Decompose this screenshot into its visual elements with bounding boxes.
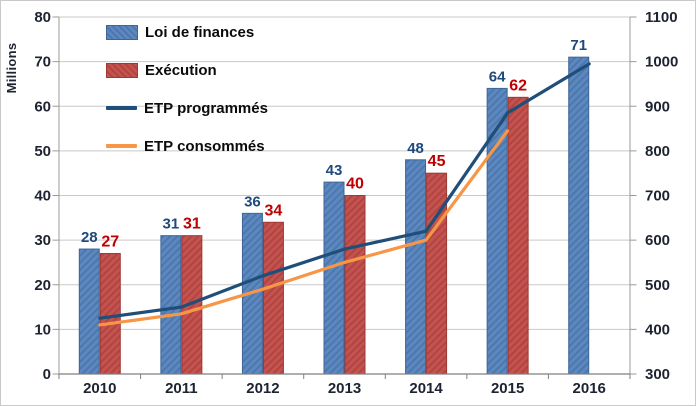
bar-label-loi-de-finances-2016: 71 — [570, 37, 587, 54]
bar-label-loi-de-finances-2013: 43 — [326, 162, 343, 179]
left-axis-label-30: 30 — [34, 232, 51, 249]
bar-label-execution-2015: 62 — [509, 77, 527, 94]
right-axis-label-300: 300 — [645, 366, 670, 383]
x-axis-label-2015: 2015 — [491, 380, 524, 397]
left-axis-label-50: 50 — [34, 143, 51, 160]
legend-swatch-etp-consommes — [106, 144, 137, 148]
legend-item-execution: Exécution — [106, 60, 268, 80]
legend: Loi de finances Exécution ETP programmés… — [106, 22, 268, 174]
bar-label-loi-de-finances-2015: 64 — [489, 68, 506, 85]
legend-label: ETP programmés — [144, 99, 268, 117]
bar-loi-de-finances-2015 — [486, 87, 508, 375]
left-axis-label-70: 70 — [34, 54, 51, 71]
left-axis-title: Millions — [4, 42, 19, 94]
x-axis-label-2011: 2011 — [165, 380, 198, 397]
right-axis-label-700: 700 — [645, 188, 670, 205]
left-axis-label-40: 40 — [34, 188, 51, 205]
bar-execution-2015 — [507, 96, 529, 375]
bar-loi-de-finances-2013 — [323, 181, 345, 375]
left-axis-label-10: 10 — [34, 321, 51, 338]
x-axis-label-2010: 2010 — [83, 380, 116, 397]
legend-label: Exécution — [145, 61, 217, 79]
x-axis-label-2016: 2016 — [573, 380, 606, 397]
legend-label: Loi de finances — [145, 23, 255, 41]
bar-label-execution-2013: 40 — [346, 176, 364, 193]
bar-loi-de-finances-2016 — [568, 56, 590, 375]
bar-loi-de-finances-2010 — [78, 248, 100, 375]
right-axis-label-1000: 1000 — [645, 54, 678, 71]
legend-swatch-execution — [106, 62, 138, 78]
right-axis-label-600: 600 — [645, 232, 670, 249]
right-axis-label-400: 400 — [645, 321, 670, 338]
legend-swatch-loi-de-finances — [106, 24, 138, 40]
bar-label-loi-de-finances-2011: 31 — [163, 216, 180, 233]
bar-label-loi-de-finances-2014: 48 — [407, 140, 424, 157]
legend-item-loi-de-finances: Loi de finances — [106, 22, 268, 42]
left-axis-label-20: 20 — [34, 277, 51, 294]
legend-item-etp-consommes: ETP consommés — [106, 136, 268, 156]
x-axis-label-2012: 2012 — [246, 380, 279, 397]
left-axis-label-0: 0 — [43, 366, 51, 383]
x-axis-label-2013: 2013 — [328, 380, 361, 397]
left-axis-label-60: 60 — [34, 98, 51, 115]
legend-label: ETP consommés — [144, 137, 265, 155]
bar-label-execution-2014: 45 — [428, 153, 446, 170]
right-axis-label-1100: 1100 — [645, 9, 678, 26]
bar-label-execution-2011: 31 — [183, 216, 201, 233]
legend-swatch-etp-programmes — [106, 106, 137, 110]
bar-execution-2010 — [99, 253, 121, 375]
bar-label-loi-de-finances-2012: 36 — [244, 193, 261, 210]
line-etp-programmes — [98, 62, 591, 320]
legend-item-etp-programmes: ETP programmés — [106, 98, 268, 118]
bar-execution-2012 — [262, 221, 284, 375]
bar-label-execution-2010: 27 — [101, 234, 119, 251]
right-axis-label-500: 500 — [645, 277, 670, 294]
bar-loi-de-finances-2014 — [405, 159, 427, 375]
bar-execution-2013 — [344, 195, 366, 375]
right-axis-label-900: 900 — [645, 98, 670, 115]
left-axis-label-80: 80 — [34, 9, 51, 26]
line-etp-consommes — [98, 129, 510, 327]
right-axis-label-800: 800 — [645, 143, 670, 160]
bar-loi-de-finances-2011 — [160, 235, 182, 375]
bar-label-execution-2012: 34 — [265, 202, 283, 219]
x-axis-label-2014: 2014 — [409, 380, 443, 397]
bar-label-loi-de-finances-2010: 28 — [81, 229, 98, 246]
